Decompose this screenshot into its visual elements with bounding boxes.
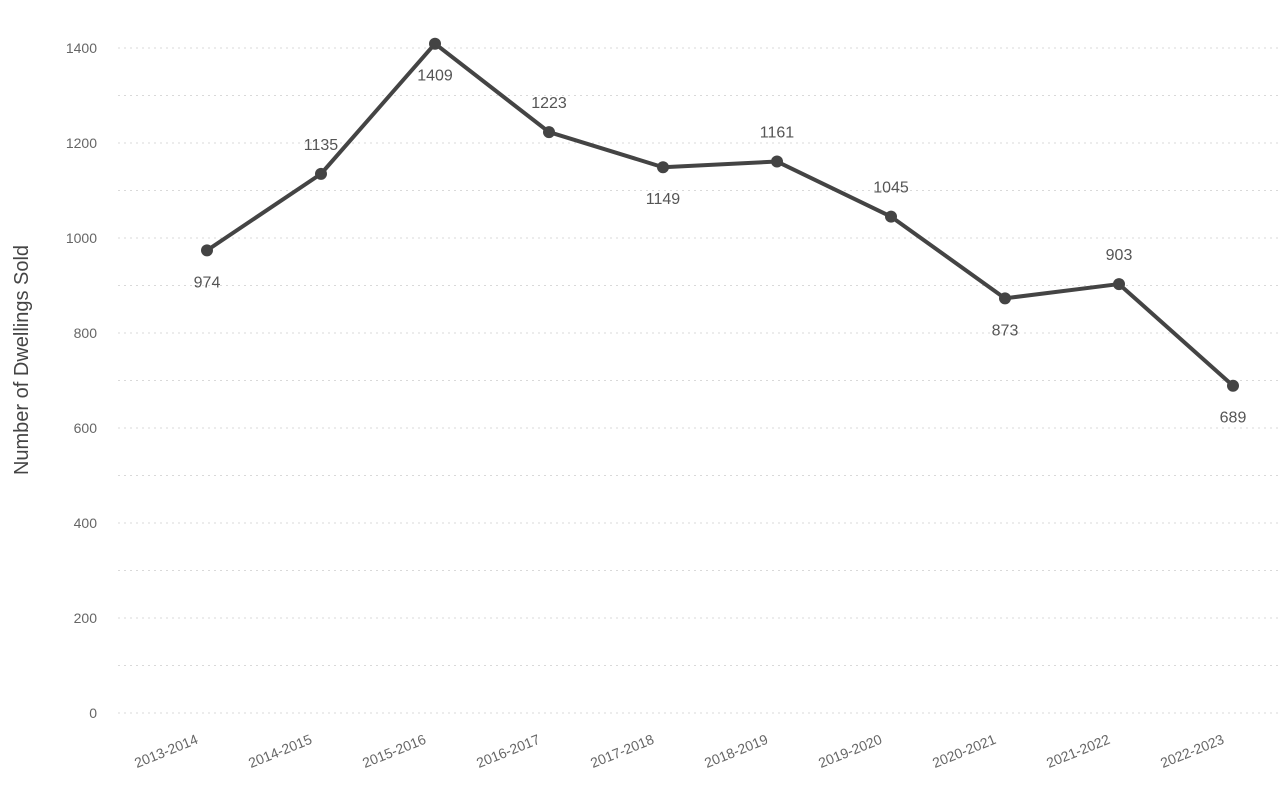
data-labels: 974 1135 1409 1223 1149 1161 1045 873 903 689 bbox=[194, 68, 1247, 427]
data-point bbox=[315, 167, 327, 180]
data-label: 974 bbox=[194, 274, 221, 291]
y-tick-label: 800 bbox=[74, 325, 98, 341]
data-point bbox=[885, 210, 897, 223]
data-point bbox=[201, 244, 213, 257]
data-label: 1045 bbox=[873, 180, 909, 197]
data-point bbox=[657, 161, 669, 174]
y-axis-title: Number of Dwellings Sold bbox=[11, 245, 33, 475]
data-label: 1223 bbox=[531, 95, 567, 112]
y-tick-label: 600 bbox=[74, 420, 98, 436]
data-point bbox=[429, 37, 441, 50]
data-point bbox=[1113, 278, 1125, 291]
data-point bbox=[1227, 379, 1239, 392]
data-point bbox=[543, 126, 555, 139]
x-tick-label: 2013-2014 bbox=[132, 731, 200, 771]
data-point bbox=[771, 155, 783, 168]
series-line bbox=[205, 41, 1235, 388]
x-tick-label: 2014-2015 bbox=[246, 731, 314, 771]
y-tick-label: 400 bbox=[74, 515, 98, 531]
x-tick-label: 2018-2019 bbox=[702, 731, 770, 771]
y-tick-label: 1200 bbox=[66, 135, 97, 151]
y-tick-label: 200 bbox=[74, 610, 98, 626]
y-axis-ticks: 0 200 400 600 800 1000 1200 1400 bbox=[66, 40, 97, 721]
y-tick-label: 1400 bbox=[66, 40, 97, 56]
data-label: 1409 bbox=[417, 68, 453, 85]
data-label: 1135 bbox=[304, 137, 339, 154]
x-tick-label: 2022-2023 bbox=[1158, 731, 1226, 771]
data-label: 689 bbox=[1220, 410, 1247, 427]
x-tick-label: 2020-2021 bbox=[930, 731, 998, 771]
x-tick-label: 2021-2022 bbox=[1044, 731, 1112, 771]
grid-layer bbox=[118, 47, 1280, 714]
x-tick-label: 2017-2018 bbox=[588, 731, 656, 771]
x-tick-label: 2015-2016 bbox=[360, 731, 428, 771]
y-tick-label: 0 bbox=[89, 705, 97, 721]
data-label: 1161 bbox=[760, 125, 795, 142]
data-label: 1149 bbox=[646, 191, 681, 208]
y-tick-label: 1000 bbox=[66, 230, 97, 246]
data-points bbox=[201, 37, 1239, 392]
x-axis-ticks: 2013-2014 2014-2015 2015-2016 2016-2017 2017… bbox=[132, 731, 1226, 771]
data-point bbox=[999, 292, 1011, 305]
data-label: 903 bbox=[1106, 247, 1133, 264]
x-tick-label: 2019-2020 bbox=[816, 731, 884, 771]
data-label: 873 bbox=[992, 322, 1019, 339]
x-tick-label: 2016-2017 bbox=[474, 731, 542, 771]
